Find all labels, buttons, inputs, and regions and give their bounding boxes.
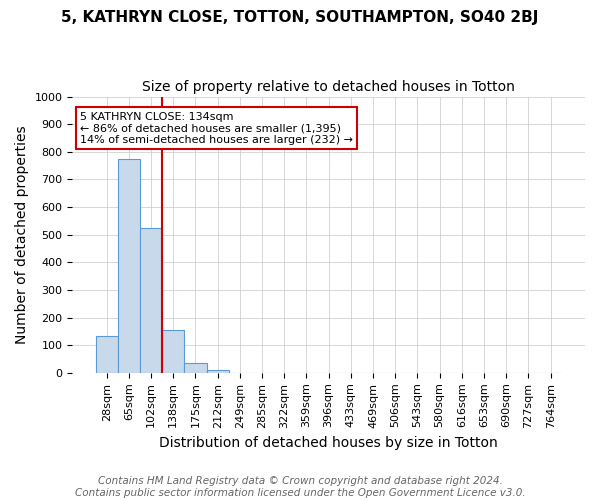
Bar — [95, 336, 118, 373]
Bar — [118, 158, 140, 373]
Text: 5 KATHRYN CLOSE: 134sqm
← 86% of detached houses are smaller (1,395)
14% of semi: 5 KATHRYN CLOSE: 134sqm ← 86% of detache… — [80, 112, 353, 145]
Bar — [206, 370, 229, 373]
Text: 5, KATHRYN CLOSE, TOTTON, SOUTHAMPTON, SO40 2BJ: 5, KATHRYN CLOSE, TOTTON, SOUTHAMPTON, S… — [61, 10, 539, 25]
Bar — [184, 362, 206, 373]
Title: Size of property relative to detached houses in Totton: Size of property relative to detached ho… — [142, 80, 515, 94]
Text: Contains HM Land Registry data © Crown copyright and database right 2024.
Contai: Contains HM Land Registry data © Crown c… — [74, 476, 526, 498]
Bar — [162, 330, 184, 373]
X-axis label: Distribution of detached houses by size in Totton: Distribution of detached houses by size … — [159, 436, 498, 450]
Bar — [140, 228, 162, 373]
Y-axis label: Number of detached properties: Number of detached properties — [15, 126, 29, 344]
